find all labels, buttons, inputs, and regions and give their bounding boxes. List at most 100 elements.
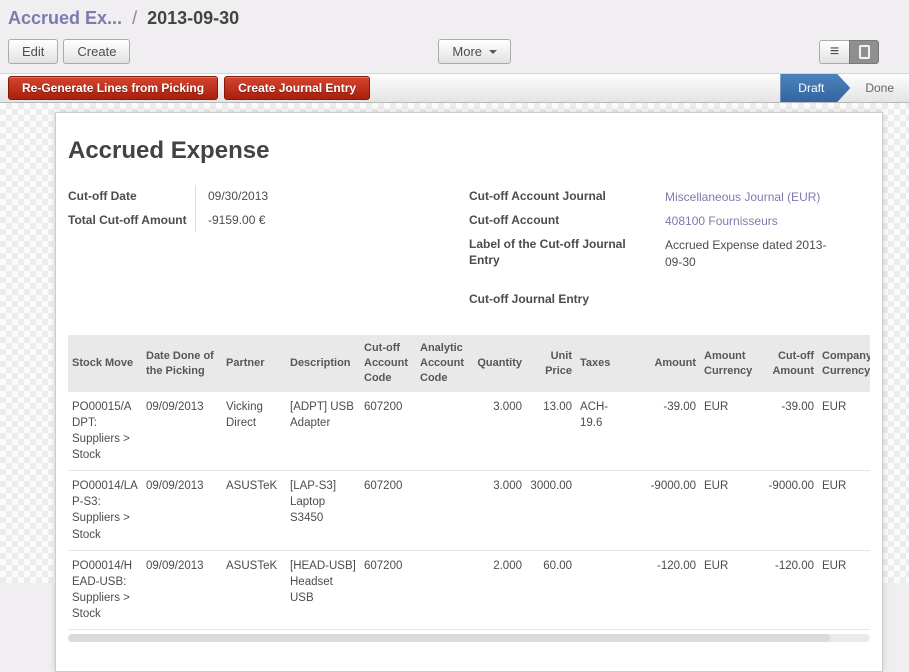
field-label-total-cutoff-amount: Total Cut-off Amount xyxy=(68,209,196,233)
horizontal-scrollbar[interactable] xyxy=(68,634,870,642)
cell-stock-move: PO00015/ADPT: Suppliers > Stock xyxy=(68,392,142,471)
column-header-company-currency[interactable]: Company Currency xyxy=(818,335,870,392)
cell-cutoff-amount: -9000.00 xyxy=(762,471,818,550)
column-header-partner[interactable]: Partner xyxy=(222,335,286,392)
breadcrumb-current: 2013-09-30 xyxy=(147,8,239,28)
form-icon xyxy=(859,45,870,59)
field-label-cutoff-journal-entry: Cut-off Journal Entry xyxy=(469,288,665,312)
cell-unit-price: 13.00 xyxy=(526,392,576,471)
create-button[interactable]: Create xyxy=(63,39,130,64)
workflow-buttons: Re-Generate Lines from PickingCreate Jou… xyxy=(8,74,370,102)
field-cutoff-account: Cut-off Account408100 Fournisseurs xyxy=(469,209,870,233)
column-header-unit-price[interactable]: Unit Price xyxy=(526,335,576,392)
cell-quantity: 2.000 xyxy=(472,550,526,629)
more-button[interactable]: More xyxy=(438,39,511,64)
button-row: Edit Create More ≡ xyxy=(8,39,899,73)
cell-amount: -120.00 xyxy=(634,550,700,629)
cell-quantity: 3.000 xyxy=(472,471,526,550)
cell-amount: -39.00 xyxy=(634,392,700,471)
cell-amount-currency: EUR xyxy=(700,550,762,629)
cell-stock-move: PO00014/LAP-S3: Suppliers > Stock xyxy=(68,471,142,550)
column-header-amount-currency[interactable]: Amount Currency xyxy=(700,335,762,392)
cell-company-currency: EUR xyxy=(818,550,870,629)
cell-partner: ASUSTeK xyxy=(222,550,286,629)
scrollbar-thumb[interactable] xyxy=(68,634,830,642)
field-value-cutoff-journal-entry xyxy=(665,288,835,296)
column-header-amount[interactable]: Amount xyxy=(634,335,700,392)
column-header-cutoff-amount[interactable]: Cut-off Amount xyxy=(762,335,818,392)
cell-taxes: ACH-19.6 xyxy=(576,392,634,471)
cell-amount-currency: EUR xyxy=(700,392,762,471)
column-header-stock-move[interactable]: Stock Move xyxy=(68,335,142,392)
view-switcher: ≡ xyxy=(819,40,879,64)
cell-company-currency: EUR xyxy=(818,471,870,550)
field-value-cutoff-account[interactable]: 408100 Fournisseurs xyxy=(665,209,835,233)
cell-analytic-account-code xyxy=(416,471,472,550)
table-row[interactable]: PO00015/ADPT: Suppliers > Stock09/09/201… xyxy=(68,392,870,471)
lines-table-wrap: Stock MoveDate Done of the PickingPartne… xyxy=(68,335,870,648)
cell-stock-move: PO00014/HEAD-USB: Suppliers > Stock xyxy=(68,550,142,629)
field-cutoff-date: Cut-off Date09/30/2013 xyxy=(68,185,469,209)
field-label-cutoff-account: Cut-off Account xyxy=(469,209,665,233)
cell-amount-currency: EUR xyxy=(700,471,762,550)
form-view-button[interactable] xyxy=(849,40,879,64)
cell-description: [HEAD-USB] Headset USB xyxy=(286,550,360,629)
edit-button[interactable]: Edit xyxy=(8,39,58,64)
cell-cutoff-amount: -120.00 xyxy=(762,550,818,629)
topbar: Accrued Ex... / 2013-09-30 Edit Create M… xyxy=(0,0,909,73)
field-value-cutoff-account-journal[interactable]: Miscellaneous Journal (EUR) xyxy=(665,185,835,209)
table-header-row: Stock MoveDate Done of the PickingPartne… xyxy=(68,335,870,392)
cell-cutoff-account-code: 607200 xyxy=(360,392,416,471)
cell-description: [LAP-S3] Laptop S3450 xyxy=(286,471,360,550)
cell-analytic-account-code xyxy=(416,550,472,629)
cell-company-currency: EUR xyxy=(818,392,870,471)
regenerate-lines-from-picking-button[interactable]: Re-Generate Lines from Picking xyxy=(8,76,218,100)
field-groups: Cut-off Date09/30/2013Total Cut-off Amou… xyxy=(68,185,870,311)
breadcrumb: Accrued Ex... / 2013-09-30 xyxy=(8,6,899,39)
table-row[interactable]: PO00014/HEAD-USB: Suppliers > Stock09/09… xyxy=(68,550,870,629)
cell-partner: Vicking Direct xyxy=(222,392,286,471)
cell-unit-price: 60.00 xyxy=(526,550,576,629)
cell-unit-price: 3000.00 xyxy=(526,471,576,550)
cell-cutoff-amount: -39.00 xyxy=(762,392,818,471)
form-background: Accrued Expense Cut-off Date09/30/2013To… xyxy=(0,103,909,583)
cell-analytic-account-code xyxy=(416,392,472,471)
column-header-date-done[interactable]: Date Done of the Picking xyxy=(142,335,222,392)
column-header-cutoff-account-code[interactable]: Cut-off Account Code xyxy=(360,335,416,392)
field-value-cutoff-date: 09/30/2013 xyxy=(196,185,268,207)
cell-taxes xyxy=(576,471,634,550)
statusbar: Re-Generate Lines from PickingCreate Jou… xyxy=(0,73,909,103)
column-header-taxes[interactable]: Taxes xyxy=(576,335,634,392)
cell-date-done: 09/09/2013 xyxy=(142,392,222,471)
field-group-left: Cut-off Date09/30/2013Total Cut-off Amou… xyxy=(68,185,469,311)
field-label-cutoff-account-journal: Cut-off Account Journal xyxy=(469,185,665,209)
state-draft: Draft xyxy=(780,74,850,102)
page-title: Accrued Expense xyxy=(68,137,870,165)
status-states: DraftDone xyxy=(780,74,909,102)
create-journal-entry-button[interactable]: Create Journal Entry xyxy=(224,76,370,100)
field-label-cutoff-journal-entry-label: Label of the Cut-off Journal Entry xyxy=(469,233,665,272)
column-header-analytic-account-code[interactable]: Analytic Account Code xyxy=(416,335,472,392)
column-header-quantity[interactable]: Quantity xyxy=(472,335,526,392)
cell-cutoff-account-code: 607200 xyxy=(360,471,416,550)
breadcrumb-parent-link[interactable]: Accrued Ex... xyxy=(8,8,122,28)
cell-partner: ASUSTeK xyxy=(222,471,286,550)
table-row[interactable]: PO00014/LAP-S3: Suppliers > Stock09/09/2… xyxy=(68,471,870,550)
cell-cutoff-account-code: 607200 xyxy=(360,550,416,629)
cell-taxes xyxy=(576,550,634,629)
field-total-cutoff-amount: Total Cut-off Amount-9159.00 € xyxy=(68,209,469,233)
chevron-down-icon xyxy=(489,50,497,54)
list-icon: ≡ xyxy=(830,44,839,60)
column-header-description[interactable]: Description xyxy=(286,335,360,392)
form-sheet: Accrued Expense Cut-off Date09/30/2013To… xyxy=(55,112,883,672)
lines-table: Stock MoveDate Done of the PickingPartne… xyxy=(68,335,870,630)
cell-amount: -9000.00 xyxy=(634,471,700,550)
list-view-button[interactable]: ≡ xyxy=(819,40,849,64)
more-button-label: More xyxy=(452,44,482,59)
field-group-right: Cut-off Account JournalMiscellaneous Jou… xyxy=(469,185,870,311)
cell-quantity: 3.000 xyxy=(472,392,526,471)
cell-date-done: 09/09/2013 xyxy=(142,550,222,629)
field-value-total-cutoff-amount: -9159.00 € xyxy=(196,209,265,231)
state-done: Done xyxy=(850,74,909,102)
field-value-cutoff-journal-entry-label: Accrued Expense dated 2013-09-30 xyxy=(665,233,835,273)
